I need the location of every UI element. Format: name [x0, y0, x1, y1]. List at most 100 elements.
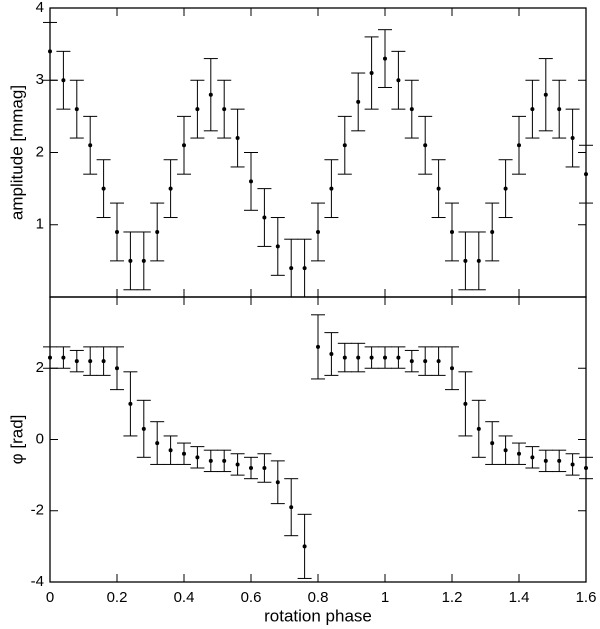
point [182, 451, 186, 456]
point [115, 229, 119, 234]
point [557, 458, 562, 463]
point [557, 107, 562, 112]
point [409, 359, 414, 364]
point [74, 359, 79, 364]
point [48, 355, 52, 360]
x-tick-label: 1.6 [576, 589, 597, 606]
x-tick-label: 0.8 [308, 589, 329, 606]
point [235, 462, 240, 467]
point [155, 229, 160, 234]
point [517, 451, 521, 456]
point [423, 359, 428, 364]
point [289, 266, 294, 271]
point [128, 401, 133, 406]
point [342, 143, 347, 148]
point [222, 107, 227, 112]
x-tick-label: 1.4 [509, 589, 530, 606]
point [530, 107, 535, 112]
x-axis-label: rotation phase [264, 606, 372, 625]
x-tick-label: 0.6 [241, 589, 262, 606]
x-tick-label: 1 [381, 589, 389, 606]
point [61, 78, 66, 83]
point [584, 466, 588, 470]
y-tick-label: 2 [36, 143, 44, 160]
point [289, 505, 294, 510]
point [342, 355, 347, 360]
x-tick-label: 1.2 [442, 589, 463, 606]
point [570, 136, 575, 141]
point [409, 107, 414, 112]
point [383, 56, 387, 61]
point [356, 99, 361, 104]
point [302, 266, 307, 271]
point [101, 186, 106, 191]
point [155, 441, 160, 446]
point [369, 355, 374, 360]
x-tick-label: 0.2 [107, 589, 128, 606]
point [517, 143, 521, 148]
point [316, 344, 320, 349]
point [503, 448, 508, 453]
point [476, 426, 481, 431]
point [463, 401, 468, 406]
point [423, 143, 428, 148]
point [503, 186, 508, 191]
point [141, 426, 146, 431]
point [329, 186, 334, 191]
point [436, 359, 441, 364]
y-tick-label: 2 [36, 359, 44, 376]
point [275, 480, 280, 485]
x-tick-label: 0 [46, 589, 54, 606]
y-tick-label: 0 [36, 430, 44, 447]
point [262, 466, 267, 470]
point [208, 92, 213, 97]
y-tick-label: -2 [31, 502, 44, 519]
point [195, 107, 200, 112]
point [570, 462, 575, 467]
point [356, 355, 361, 360]
point [476, 258, 481, 263]
point [530, 455, 535, 460]
point [369, 71, 374, 76]
point [275, 244, 280, 249]
point [101, 359, 106, 364]
point [262, 215, 267, 220]
point [195, 455, 200, 460]
x-tick-label: 0.4 [174, 589, 195, 606]
point [584, 172, 588, 177]
point [168, 186, 173, 191]
y-axis-label: φ [rad] [7, 415, 26, 465]
point [222, 458, 227, 463]
y-tick-label: 1 [36, 216, 44, 233]
point [543, 92, 548, 97]
point [74, 107, 79, 112]
point [302, 544, 307, 549]
point [450, 366, 454, 371]
point [490, 441, 495, 446]
y-tick-label: -4 [31, 573, 44, 590]
point [543, 458, 548, 463]
point [383, 355, 387, 360]
point [235, 136, 240, 141]
point [249, 179, 253, 184]
point [182, 143, 186, 148]
point [463, 258, 468, 263]
point [61, 355, 66, 360]
point [329, 352, 334, 356]
point [168, 448, 173, 453]
point [141, 258, 146, 263]
point [436, 186, 441, 191]
point [128, 258, 133, 263]
point [249, 466, 253, 470]
point [115, 366, 119, 371]
point [396, 355, 401, 360]
point [490, 229, 495, 234]
point [396, 78, 401, 83]
point [208, 458, 213, 463]
point [450, 229, 454, 234]
y-tick-label: 3 [36, 71, 44, 88]
y-axis-label: amplitude [mmag] [7, 85, 26, 220]
point [88, 143, 93, 148]
point [316, 229, 320, 234]
